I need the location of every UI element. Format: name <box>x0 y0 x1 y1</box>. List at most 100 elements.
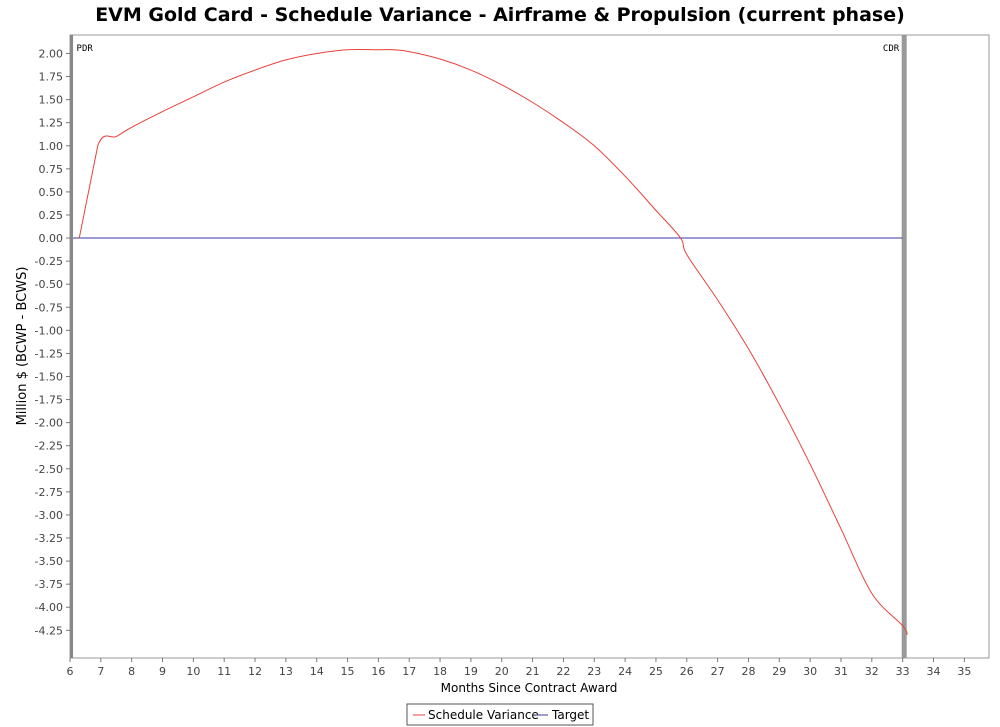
y-tick-label: 0.00 <box>39 232 64 245</box>
legend-box <box>406 703 594 726</box>
data-point-schedule-variance <box>79 237 80 238</box>
data-point-schedule-variance <box>439 58 440 59</box>
data-point-schedule-variance <box>316 53 317 54</box>
x-tick-label: 26 <box>680 665 694 678</box>
y-tick-label: 1.75 <box>39 71 64 84</box>
x-tick-label: 30 <box>803 665 817 678</box>
x-tick-label: 15 <box>341 665 355 678</box>
data-point-schedule-variance <box>902 625 903 626</box>
x-axis-label: Months Since Contract Award <box>441 681 618 695</box>
legend: Schedule Variance Target <box>406 703 594 726</box>
data-point-schedule-variance <box>378 49 379 50</box>
x-tick-label: 19 <box>464 665 478 678</box>
x-tick-label: 16 <box>371 665 385 678</box>
marker-label-cdr: CDR <box>883 44 900 54</box>
x-tick-label: 17 <box>402 665 416 678</box>
y-axis-label: Million $ (BCWP - BCWS) <box>15 267 30 426</box>
legend-label-target: Target <box>551 708 589 722</box>
y-tick-label: 1.00 <box>39 140 64 153</box>
data-point-schedule-variance <box>717 299 718 300</box>
x-tick-label: 6 <box>67 665 74 678</box>
x-tick-label: 21 <box>526 665 540 678</box>
y-tick-label: -4.00 <box>35 601 63 614</box>
y-tick-label: -3.25 <box>35 532 63 545</box>
data-point-schedule-variance <box>347 49 348 50</box>
x-tick-label: 12 <box>248 665 262 678</box>
x-tick-label: 9 <box>159 665 166 678</box>
y-tick-label: -2.25 <box>35 440 63 453</box>
data-point-schedule-variance <box>116 136 117 137</box>
y-tick-label: 0.50 <box>39 186 64 199</box>
y-tick-label: -0.25 <box>35 255 63 268</box>
y-tick-label: 1.25 <box>39 117 64 130</box>
series-line-schedule-variance <box>78 48 908 636</box>
y-tick-label: 0.25 <box>39 209 64 222</box>
x-tick-label: 32 <box>865 665 879 678</box>
data-point-target <box>902 237 903 238</box>
x-tick-label: 22 <box>556 665 570 678</box>
x-axis: 6 7 8 9 10 11 12 13 14 15 16 17 18 19 20 21 22 23 24 25 26 27… <box>67 658 971 678</box>
data-point-schedule-variance <box>655 210 656 211</box>
data-point-schedule-variance <box>779 404 780 405</box>
y-tick-label: -0.50 <box>35 278 63 291</box>
data-point-schedule-variance <box>748 348 749 349</box>
x-tick-label: 24 <box>618 665 632 678</box>
x-tick-label: 23 <box>587 665 601 678</box>
y-tick-label: -3.75 <box>35 578 63 591</box>
plot-area <box>69 34 990 659</box>
x-tick-label: 27 <box>711 665 725 678</box>
marker-label-pdr: PDR <box>77 44 94 54</box>
y-tick-label: -2.75 <box>35 486 63 499</box>
data-point-schedule-variance <box>254 69 255 70</box>
y-tick-label: -1.00 <box>35 324 63 337</box>
data-point-schedule-variance <box>470 69 471 70</box>
y-tick-label: -2.50 <box>35 463 63 476</box>
x-tick-label: 34 <box>926 665 940 678</box>
data-point-schedule-variance <box>871 593 872 594</box>
x-tick-label: 33 <box>896 665 910 678</box>
x-tick-label: 10 <box>186 665 200 678</box>
x-tick-label: 8 <box>128 665 135 678</box>
marker-line-pdr <box>70 35 74 658</box>
x-tick-label: 13 <box>279 665 293 678</box>
data-point-schedule-variance <box>810 464 811 465</box>
y-tick-label: -1.25 <box>35 347 63 360</box>
x-tick-label: 18 <box>433 665 447 678</box>
y-tick-label: -0.75 <box>35 301 63 314</box>
y-axis: 2.00 1.75 1.50 1.25 1.00 0.75 0.50 0.25 0.00 -0.2… <box>35 47 70 637</box>
x-tick-label: 35 <box>957 665 971 678</box>
data-point-schedule-variance <box>840 528 841 529</box>
data-point-schedule-variance <box>594 145 595 146</box>
y-tick-label: -4.25 <box>35 624 63 637</box>
data-point-schedule-variance <box>193 96 194 97</box>
phase-markers: PDR CDR <box>70 35 907 658</box>
series-group <box>73 48 908 636</box>
y-tick-label: 1.50 <box>39 94 64 107</box>
data-point-schedule-variance <box>680 237 681 238</box>
x-tick-label: 11 <box>217 665 231 678</box>
x-tick-label: 14 <box>310 665 324 678</box>
x-tick-label: 20 <box>495 665 509 678</box>
chart-title: EVM Gold Card - Schedule Variance - Airf… <box>95 4 905 26</box>
x-tick-label: 28 <box>741 665 755 678</box>
data-point-schedule-variance <box>97 145 98 146</box>
y-tick-label: -3.50 <box>35 555 63 568</box>
y-tick-label: -1.50 <box>35 370 63 383</box>
data-point-schedule-variance <box>907 634 908 635</box>
y-tick-label: 0.75 <box>39 163 64 176</box>
y-tick-label: 2.00 <box>39 47 64 60</box>
data-point-schedule-variance <box>409 51 410 52</box>
y-tick-label: -3.00 <box>35 509 63 522</box>
x-tick-label: 31 <box>834 665 848 678</box>
data-point-schedule-variance <box>285 59 286 60</box>
x-tick-label: 25 <box>649 665 663 678</box>
data-point-schedule-variance <box>501 84 502 85</box>
data-point-schedule-variance <box>224 81 225 82</box>
data-point-schedule-variance <box>563 122 564 123</box>
x-tick-label: 7 <box>97 665 104 678</box>
data-point-schedule-variance <box>393 49 394 50</box>
data-point-schedule-variance <box>625 176 626 177</box>
data-point-schedule-variance <box>131 127 132 128</box>
marker-line-cdr <box>901 35 907 658</box>
